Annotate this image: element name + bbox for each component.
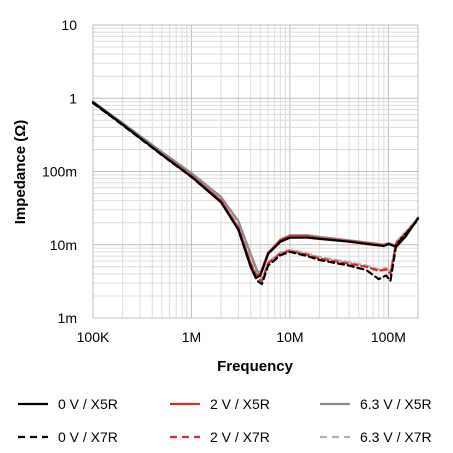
series-layer xyxy=(91,100,420,286)
x-tick-label: 10M xyxy=(276,329,303,345)
x-tick-label: 100M xyxy=(371,329,406,345)
legend-label-1: 2 V / X5R xyxy=(210,396,270,412)
y-tick-label: 10 xyxy=(61,17,77,33)
series-line-0 xyxy=(91,101,420,280)
y-axis-title: Impedance (Ω) xyxy=(12,120,29,225)
legend-label-0: 0 V / X5R xyxy=(58,396,118,412)
y-tick-label: 100m xyxy=(42,164,77,180)
y-tick-label: 1m xyxy=(58,310,77,326)
tick-labels: 100K 1M 10M 100M 10 1 100m 10m 1m xyxy=(42,17,406,345)
x-tick-label: 100K xyxy=(77,329,110,345)
legend-label-5: 6.3 V / X7R xyxy=(360,429,432,445)
legend-label-3: 0 V / X7R xyxy=(58,429,118,445)
x-tick-label: 1M xyxy=(182,329,201,345)
legend-label-2: 6.3 V / X5R xyxy=(360,396,432,412)
legend-label-4: 2 V / X7R xyxy=(210,429,270,445)
legend: 0 V / X5R 2 V / X5R 6.3 V / X5R 0 V / X7R 2 … xyxy=(18,396,432,445)
x-axis-title: Frequency xyxy=(217,358,294,375)
y-tick-label: 10m xyxy=(50,237,77,253)
y-tick-label: 1 xyxy=(69,90,77,106)
plot-frame xyxy=(92,24,419,319)
